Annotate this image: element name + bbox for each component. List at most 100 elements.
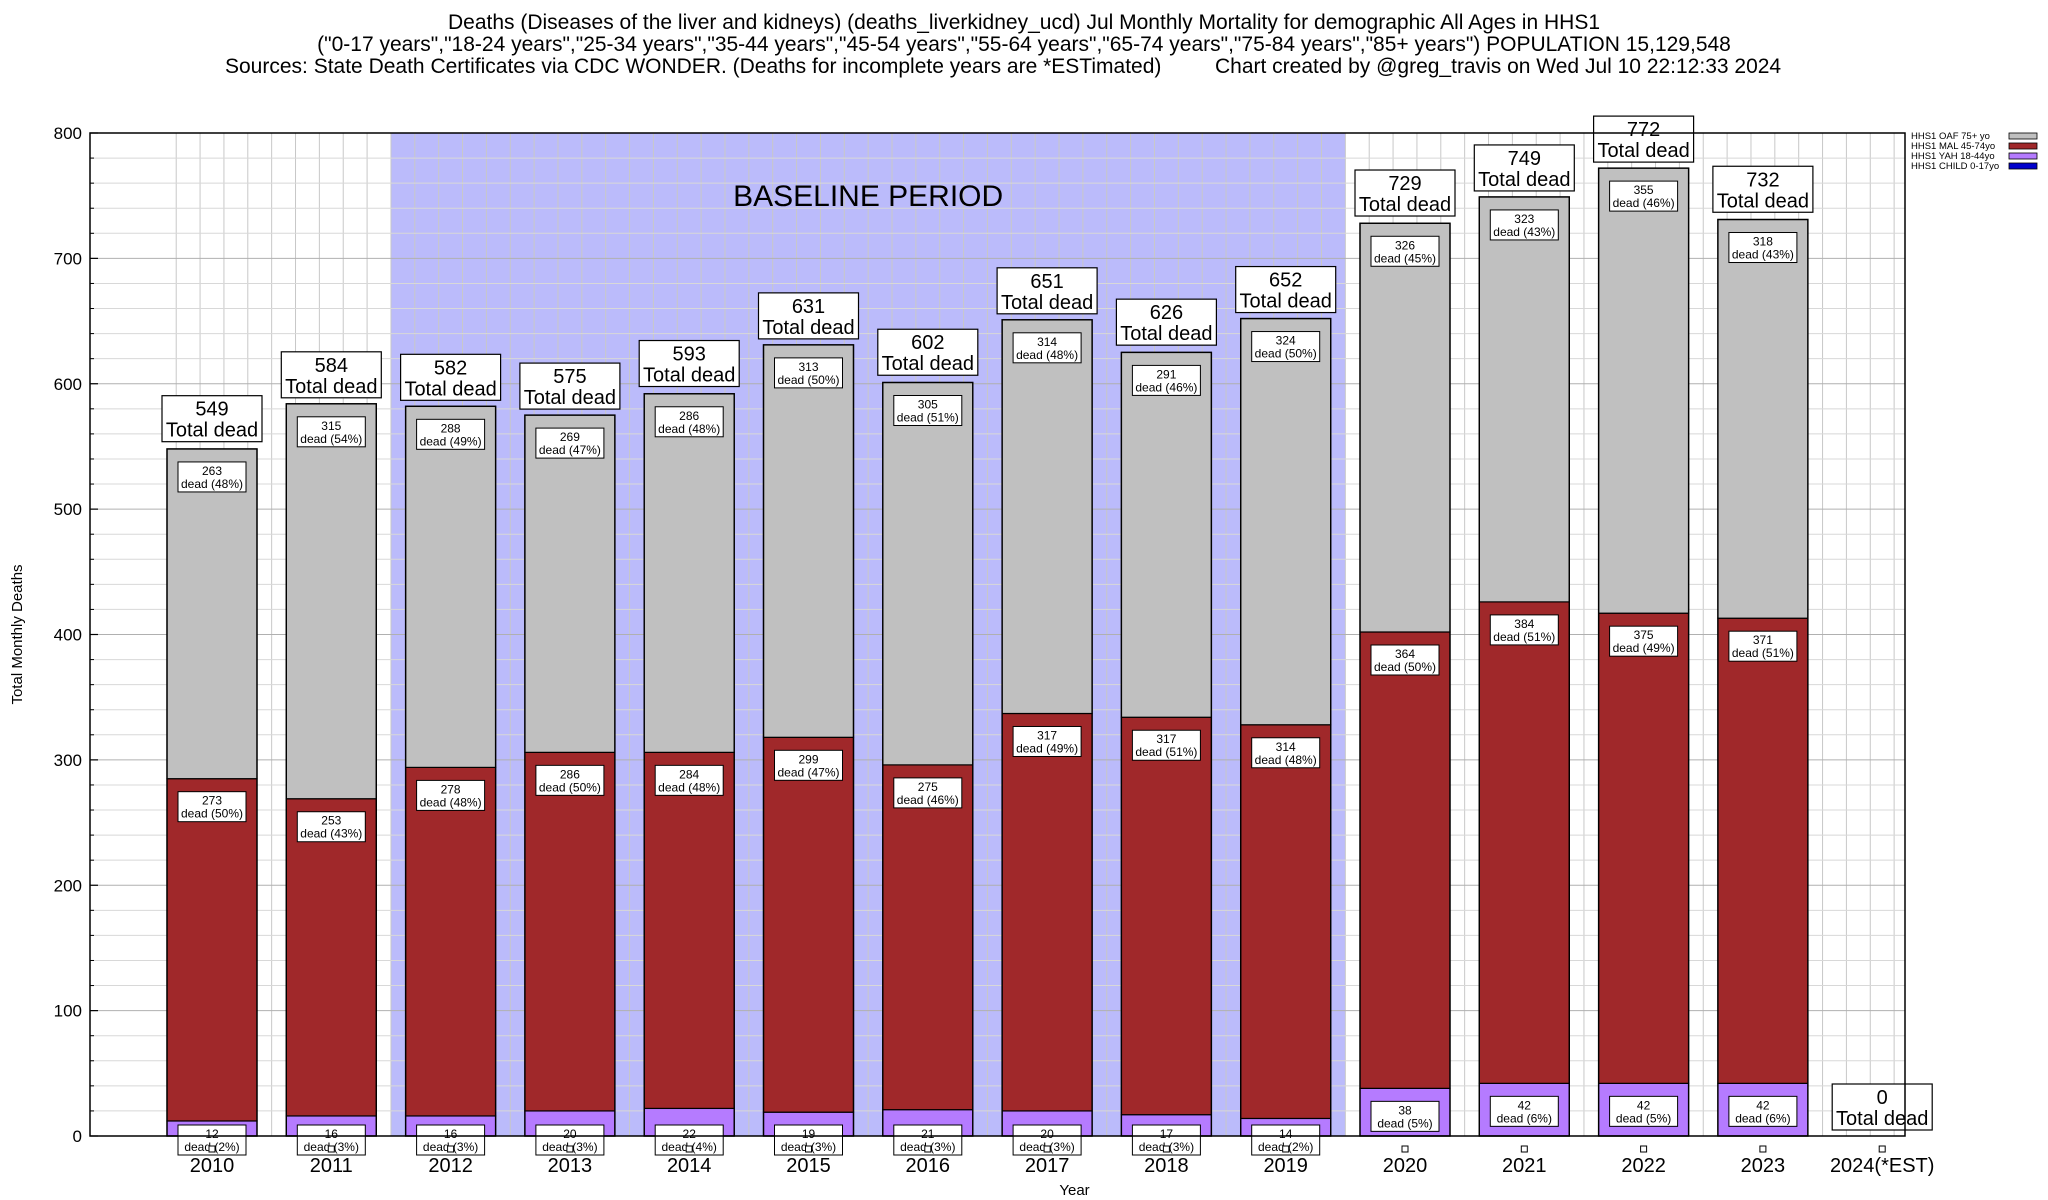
label-oaf-box <box>1489 209 1559 241</box>
label-yah-value: 21 <box>921 1127 935 1141</box>
label-mal-pct: dead (47%) <box>777 765 839 779</box>
total-label-box <box>1115 298 1218 346</box>
label-mal-pct: dead (48%) <box>420 795 482 809</box>
total-label-box <box>161 395 263 443</box>
bar-oaf <box>285 403 377 800</box>
legend-label: HHS1 OAF 75+ yo <box>1911 131 1990 142</box>
bar-mal <box>405 766 497 1117</box>
label-oaf-box <box>774 357 843 389</box>
bar-oaf <box>1240 317 1332 726</box>
y-tick-label: 600 <box>54 375 82 394</box>
total-value: 651 <box>1030 271 1063 293</box>
label-oaf-pct: dead (46%) <box>1613 196 1675 210</box>
label-mal-value: 364 <box>1395 647 1415 661</box>
label-oaf-pct: dead (47%) <box>539 443 601 457</box>
bar-mal <box>1597 612 1690 1084</box>
bar-oaf <box>643 393 735 753</box>
total-value: 602 <box>911 332 944 354</box>
label-yah-value: 38 <box>1398 1103 1412 1117</box>
label-oaf-pct: dead (43%) <box>1493 225 1555 239</box>
label-mal-value: 275 <box>918 780 938 794</box>
total-label-box <box>280 351 382 399</box>
total-value: 732 <box>1746 169 1779 191</box>
label-oaf-pct: dead (45%) <box>1374 251 1436 265</box>
total-caption: Total dead <box>643 365 735 387</box>
bar-mal <box>1240 724 1332 1120</box>
label-yah-value: 16 <box>325 1127 339 1141</box>
baseline-label: BASELINE PERIOD <box>733 180 1003 213</box>
total-label-box <box>1354 169 1456 217</box>
label-oaf-box <box>893 394 963 426</box>
legend-label: HHS1 YAH 18-44yo <box>1911 151 1995 162</box>
bar-oaf <box>1001 319 1093 715</box>
label-oaf-value: 314 <box>1037 335 1057 349</box>
total-value: 631 <box>792 296 825 318</box>
label-yah-value: 42 <box>1637 1098 1651 1112</box>
label-child-marker <box>1520 1145 1528 1153</box>
label-mal-value: 317 <box>1037 728 1057 742</box>
label-mal-box <box>774 749 843 781</box>
chart-source: Sources: State Death Certificates via CD… <box>225 55 1162 78</box>
label-oaf-box <box>1131 364 1201 396</box>
label-mal-box <box>1609 625 1679 657</box>
total-label-box <box>638 339 740 388</box>
legend-swatch <box>2008 152 2038 160</box>
label-yah-value: 42 <box>1518 1098 1532 1112</box>
label-mal-pct: dead (51%) <box>1732 646 1794 660</box>
total-label-box <box>996 267 1098 315</box>
y-axis-label: Total Monthly Deaths <box>9 564 26 704</box>
label-oaf-box <box>1728 232 1798 264</box>
label-yah-box <box>1131 1124 1201 1156</box>
x-axis-label: Year <box>1059 1182 1089 1199</box>
total-caption: Total dead <box>1001 292 1093 314</box>
chart-credit: Chart created by @greg_travis on Wed Jul… <box>1215 55 1782 78</box>
bar-oaf <box>1597 167 1690 614</box>
bar-mal <box>1359 631 1451 1089</box>
total-value: 729 <box>1388 173 1421 195</box>
label-mal-box <box>177 791 247 823</box>
legend-label: HHS1 CHILD 0-17yo <box>1911 161 1999 172</box>
y-tick-label: 300 <box>54 751 82 770</box>
total-label-box <box>519 362 621 410</box>
label-mal-box <box>1489 614 1559 646</box>
bar-mal <box>1120 716 1213 1116</box>
label-oaf-pct: dead (48%) <box>1016 348 1078 362</box>
label-yah-box <box>1728 1095 1798 1127</box>
bar-mal <box>643 751 735 1110</box>
label-oaf-box <box>535 427 605 459</box>
label-yah-box <box>1370 1100 1440 1132</box>
x-tick-label: 2014 <box>667 1155 712 1177</box>
total-caption: Total dead <box>404 378 496 400</box>
label-yah-pct: dead (6%) <box>1735 1111 1790 1125</box>
total-label-box <box>1592 115 1695 163</box>
total-value: 626 <box>1150 302 1183 324</box>
y-tick-label: 100 <box>54 1002 82 1021</box>
total-caption: Total dead <box>1717 190 1809 212</box>
label-child-marker <box>1282 1145 1290 1153</box>
label-oaf-pct: dead (50%) <box>777 373 839 387</box>
total-value: 549 <box>195 399 228 421</box>
label-mal-pct: dead (49%) <box>1613 641 1675 655</box>
bar-mal <box>1001 712 1093 1112</box>
label-oaf-pct: dead (50%) <box>1255 347 1317 361</box>
label-oaf-pct: dead (54%) <box>300 432 362 446</box>
total-value: 749 <box>1508 148 1541 170</box>
label-mal-box <box>535 764 605 796</box>
label-yah-value: 14 <box>1279 1127 1293 1141</box>
label-mal-pct: dead (46%) <box>897 793 959 807</box>
bar-mal <box>762 736 855 1113</box>
label-mal-value: 284 <box>679 767 699 781</box>
bar-oaf <box>1717 218 1809 619</box>
x-tick-label: 2017 <box>1025 1155 1070 1177</box>
label-child-marker <box>1401 1145 1409 1153</box>
total-caption: Total dead <box>1240 291 1332 313</box>
label-mal-box <box>416 779 486 811</box>
label-child-marker <box>566 1145 574 1153</box>
label-child-marker <box>1640 1145 1648 1153</box>
total-value: 575 <box>553 366 586 388</box>
label-mal-pct: dead (50%) <box>539 780 601 794</box>
label-oaf-box <box>1609 180 1679 212</box>
label-mal-value: 278 <box>441 782 461 796</box>
